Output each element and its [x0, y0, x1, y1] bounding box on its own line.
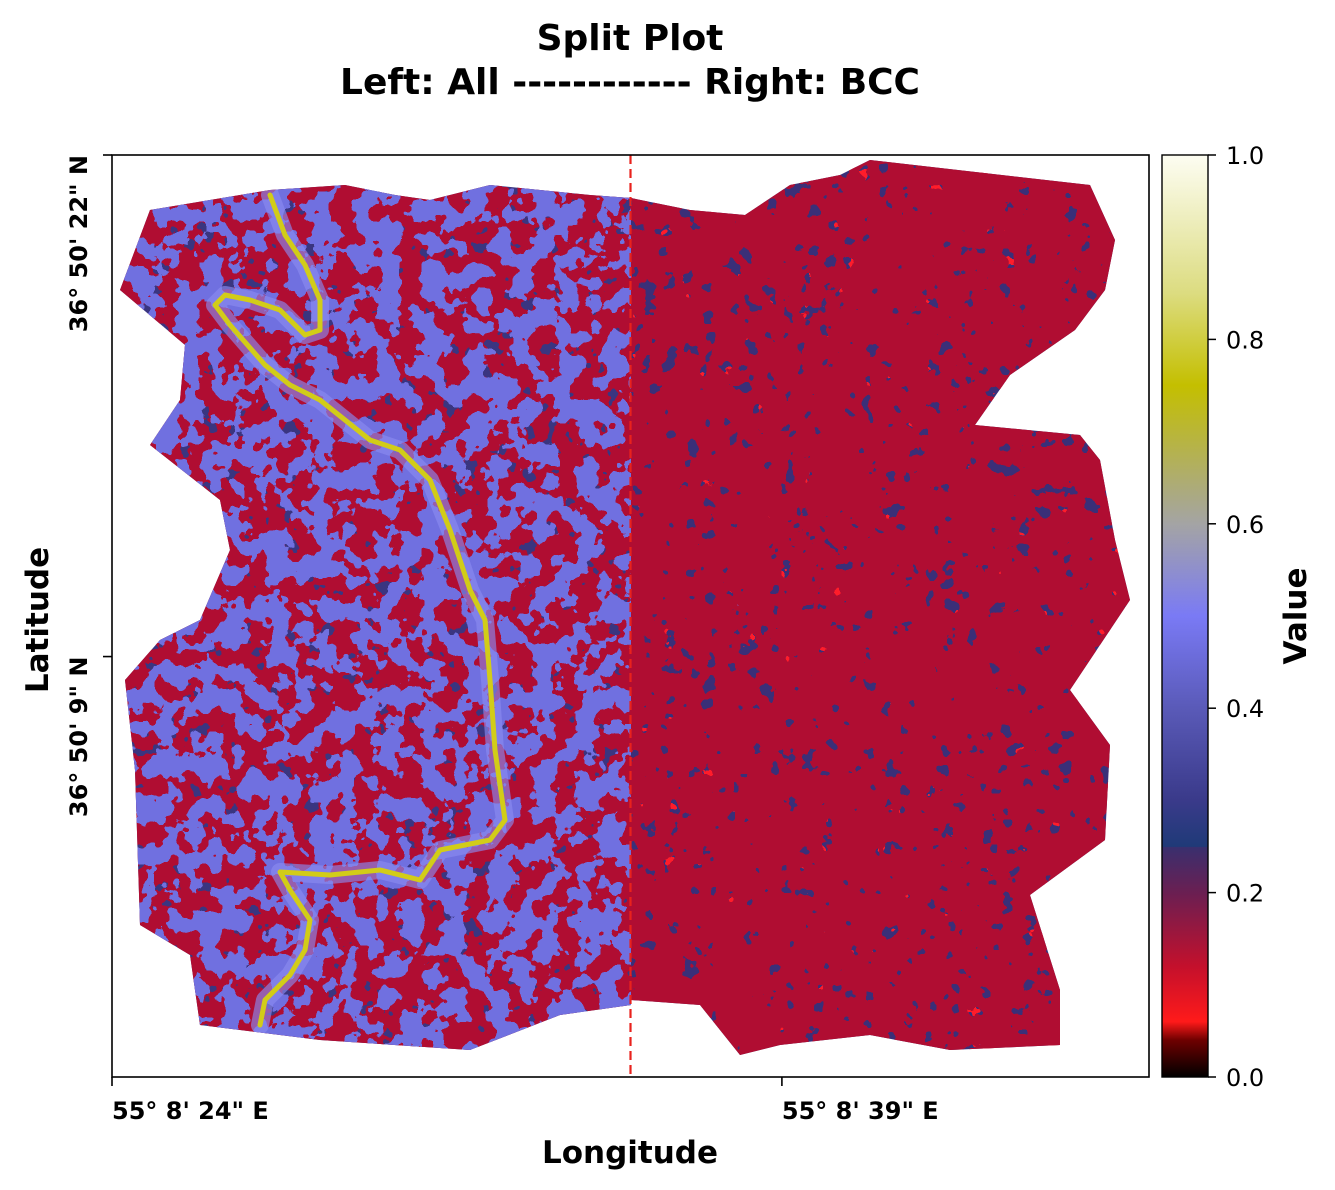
x-axis-label: Longitude	[542, 1135, 718, 1171]
x-tick-label-0: 55° 8' 24" E	[112, 1097, 269, 1125]
colorbar-tick-label-0: 0.0	[1226, 1064, 1264, 1092]
left-panel-all	[120, 185, 631, 1050]
chart-title-line2: Left: All ------------ Right: BCC	[340, 62, 920, 103]
colorbar-tick-label-1: 0.2	[1226, 880, 1264, 908]
y-tick-label-0: 36° 50' 22" N	[65, 155, 93, 332]
y-axis-label: Latitude	[20, 547, 56, 693]
colorbar-gradient	[1161, 154, 1209, 1078]
gps-track	[206, 186, 514, 1034]
x-axis-ticks: 55° 8' 24" E 55° 8' 39" E	[111, 1077, 939, 1125]
plot-frame	[111, 154, 1150, 1078]
colorbar-tick-label-3: 0.6	[1226, 511, 1264, 539]
colorbar-tick-label-5: 1.0	[1226, 142, 1264, 170]
colorbar-tick-label-2: 0.4	[1226, 695, 1264, 723]
y-axis-ticks: 36° 50' 22" N 36° 50' 9" N	[65, 154, 112, 818]
right-panel-bcc	[631, 160, 1130, 1055]
x-tick-label-1: 55° 8' 39" E	[782, 1097, 939, 1125]
colorbar: 0.0 0.2 0.4 0.6 0.8 1.0 Value	[1161, 142, 1314, 1092]
y-tick-label-1: 36° 50' 9" N	[65, 657, 93, 818]
colorbar-tick-label-4: 0.8	[1226, 326, 1264, 354]
chart-title-line1: Split Plot	[537, 18, 724, 59]
colorbar-ticks: 0.0 0.2 0.4 0.6 0.8 1.0	[1208, 142, 1264, 1092]
colorbar-label: Value	[1278, 568, 1314, 665]
